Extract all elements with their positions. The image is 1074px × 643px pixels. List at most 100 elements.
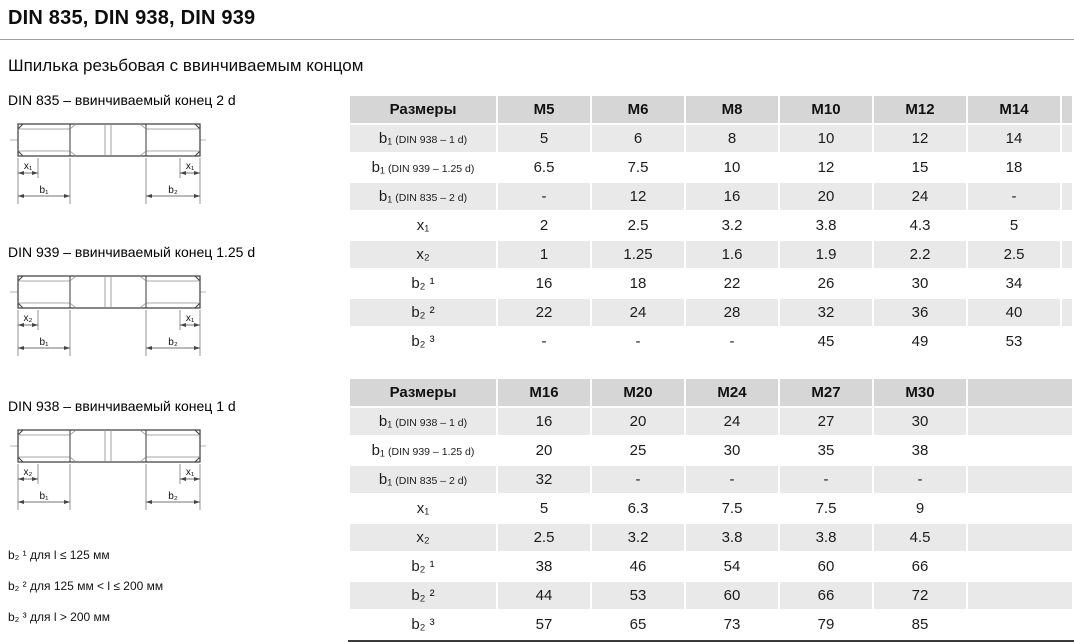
dim-label-right-bottom: b₂ <box>168 185 178 196</box>
value-cell: 20 <box>780 183 872 210</box>
value-cell: 20 <box>592 408 684 435</box>
value-cell: 18 <box>968 154 1060 181</box>
value-cell: 5 <box>968 212 1060 239</box>
blank-cell <box>968 524 1072 551</box>
blank-cell <box>968 582 1072 609</box>
value-cell: 38 <box>498 553 590 580</box>
value-cell: 14 <box>968 125 1060 152</box>
stud-drawing-din835: x₁ b₁ x₁ b₂ <box>8 116 208 212</box>
col-header-m8: M8 <box>686 96 778 123</box>
t1-row-x2: x₂ 1 1.25 1.6 1.9 2.2 2.5 <box>350 241 1072 268</box>
footnote-b2-3: b₂ ³ для l > 200 мм <box>8 610 111 624</box>
value-cell: 18 <box>592 270 684 297</box>
value-cell: 28 <box>686 299 778 326</box>
t1-row-b1-din938: b₁ (DIN 938 – 1 d) 5 6 8 10 12 14 <box>350 125 1072 152</box>
value-cell: 45 <box>780 328 872 355</box>
value-cell: 30 <box>686 437 778 464</box>
value-cell: 44 <box>498 582 590 609</box>
value-cell: - <box>498 183 590 210</box>
dim-label-right-bottom: b₂ <box>168 491 178 502</box>
col-header-m5: M5 <box>498 96 590 123</box>
col-header-m14: M14 <box>968 96 1060 123</box>
footnote-b2-1: b₂ ¹ для l ≤ 125 мм <box>8 548 110 562</box>
dim-label-left-top: x₂ <box>24 467 33 478</box>
diagram-din938: DIN 938 – ввинчиваемый конец 1 d x₂ b₁ x… <box>8 398 342 518</box>
drawings-panel: DIN 835 – ввинчиваемый конец 2 d x₁ b₁ x… <box>8 92 342 641</box>
row-label-base: b₁ <box>378 188 393 205</box>
row-label-base: b₂ ¹ <box>411 558 435 575</box>
value-cell: 24 <box>686 408 778 435</box>
col-header-m30: M30 <box>874 379 966 406</box>
col-header-m27: M27 <box>780 379 872 406</box>
row-label-note: (DIN 835 – 2 d) <box>395 192 468 204</box>
t1-row-b2-2: b₂ ² 22 24 28 32 36 40 <box>350 299 1072 326</box>
value-cell: 3.2 <box>592 524 684 551</box>
row-label: b₂ ¹ <box>350 553 496 580</box>
dim-label-right-bottom: b₂ <box>168 337 178 348</box>
diagram-caption: DIN 835 – ввинчиваемый конец 2 d <box>8 92 236 108</box>
value-cell: 65 <box>592 611 684 638</box>
value-cell: 85 <box>874 611 966 638</box>
dim-label-right-top: x₁ <box>186 467 195 478</box>
tables-panel: Размеры M5 M6 M8 M10 M12 M14 b₁ (DIN 938 … <box>348 94 1074 642</box>
value-cell: - <box>968 183 1060 210</box>
blank-cell <box>968 437 1072 464</box>
value-cell: 66 <box>874 553 966 580</box>
value-cell: 79 <box>780 611 872 638</box>
value-cell: 60 <box>780 553 872 580</box>
t1-row-b1-din939: b₁ (DIN 939 – 1.25 d) 6.5 7.5 10 12 15 18 <box>350 154 1072 181</box>
row-label-base: b₁ <box>378 413 393 430</box>
value-cell: 7.5 <box>780 495 872 522</box>
value-cell: 73 <box>686 611 778 638</box>
value-cell: 25 <box>592 437 684 464</box>
value-cell: 72 <box>874 582 966 609</box>
col-header-m10: M10 <box>780 96 872 123</box>
value-cell: 3.8 <box>780 524 872 551</box>
value-cell: 34 <box>968 270 1060 297</box>
value-cell: 53 <box>592 582 684 609</box>
value-cell: 10 <box>686 154 778 181</box>
value-cell: 32 <box>780 299 872 326</box>
page-header: DIN 835, DIN 938, DIN 939 <box>0 0 1074 40</box>
value-cell: 5 <box>498 125 590 152</box>
row-label-note: (DIN 939 – 1.25 d) <box>388 163 475 175</box>
row-label-base: x₁ <box>416 217 430 234</box>
value-cell: 20 <box>498 437 590 464</box>
dim-label-left-bottom: b₁ <box>40 337 50 348</box>
value-cell: - <box>686 466 778 493</box>
col-header-sizes: Размеры <box>350 96 496 123</box>
value-cell: 3.8 <box>780 212 872 239</box>
blank-cell <box>968 553 1072 580</box>
value-cell: 24 <box>592 299 684 326</box>
col-header-m12: M12 <box>874 96 966 123</box>
value-cell: 16 <box>686 183 778 210</box>
value-cell: - <box>592 466 684 493</box>
value-cell: 1 <box>498 241 590 268</box>
value-cell: 4.3 <box>874 212 966 239</box>
row-label-base: x₂ <box>416 246 430 263</box>
row-label-note: (DIN 939 – 1.25 d) <box>388 446 475 458</box>
row-label-base: b₂ ² <box>411 587 435 604</box>
row-label-base: b₁ <box>371 442 385 459</box>
row-label: b₂ ³ <box>350 611 496 638</box>
size-table-m5-m14: Размеры M5 M6 M8 M10 M12 M14 b₁ (DIN 938 … <box>348 94 1074 357</box>
value-cell: 8 <box>686 125 778 152</box>
row-label: x₁ <box>350 212 496 239</box>
value-cell: 2 <box>498 212 590 239</box>
value-cell: 16 <box>498 408 590 435</box>
t2-row-b2-3: b₂ ³ 57 65 73 79 85 <box>350 611 1072 638</box>
value-cell: 7.5 <box>686 495 778 522</box>
value-cell: 40 <box>968 299 1060 326</box>
value-cell: - <box>780 466 872 493</box>
value-cell: 4.5 <box>874 524 966 551</box>
value-cell: 53 <box>968 328 1060 355</box>
value-cell: 9 <box>874 495 966 522</box>
row-label: b₁ (DIN 939 – 1.25 d) <box>350 437 496 464</box>
row-label: b₁ (DIN 835 – 2 d) <box>350 466 496 493</box>
col-header-blank <box>968 379 1072 406</box>
t1-row-b1-din835: b₁ (DIN 835 – 2 d) - 12 16 20 24 - <box>350 183 1072 210</box>
row-label: b₁ (DIN 938 – 1 d) <box>350 125 496 152</box>
size-table-m16-m30: Размеры M16 M20 M24 M27 M30 b₁ (DIN 938 –… <box>348 377 1074 642</box>
row-label-base: x₂ <box>416 529 430 546</box>
row-label-base: b₁ <box>378 471 393 488</box>
